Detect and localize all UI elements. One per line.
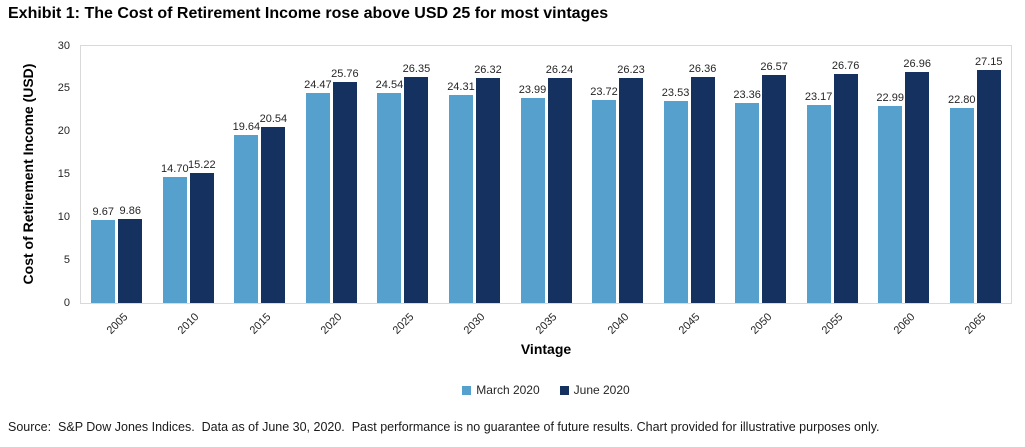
bar-june-2020-2065 — [976, 70, 1001, 303]
bar-march-2020-2055 — [806, 104, 831, 303]
y-tick-label: 15 — [57, 168, 70, 180]
x-tick-label: 2035 — [533, 311, 560, 337]
y-tick-label: 5 — [63, 253, 70, 266]
bar-june-2020-2020 — [332, 82, 357, 303]
bar-value-label: 26.24 — [545, 64, 574, 77]
bar-value-label: 24.47 — [304, 79, 332, 92]
bar-march-2020-2035 — [520, 97, 545, 303]
bar-march-2020-2030 — [448, 94, 473, 303]
x-tick-label: 2015 — [247, 311, 274, 337]
bar-value-label: 14.70 — [161, 163, 189, 176]
x-tick-label: 2005 — [104, 311, 131, 337]
x-tick-label: 2010 — [175, 311, 202, 337]
bar-march-2020-2010 — [162, 177, 187, 303]
bar-june-2020-2030 — [475, 77, 500, 303]
bar-value-label: 9.86 — [119, 204, 141, 217]
legend-label: March 2020 — [476, 383, 540, 397]
bar-value-label: 22.80 — [947, 93, 976, 106]
bar-june-2020-2060 — [905, 72, 930, 303]
x-tick-label: 2025 — [390, 311, 417, 337]
bar-value-label: 23.99 — [518, 83, 547, 96]
plot-area: 9.67 9.86 14.70 15.22 19.64 20.54 24.47 25.76 24… — [80, 45, 1012, 304]
bar-value-label: 19.64 — [232, 120, 261, 133]
bar-value-label: 26.23 — [617, 64, 645, 77]
y-axis-title: Cost of Retirement Income (USD) — [20, 63, 36, 285]
x-tick-label: 2030 — [462, 311, 488, 337]
bar-march-2020-2025 — [377, 92, 402, 303]
bar-value-label: 26.57 — [760, 61, 788, 74]
bar-june-2020-2005 — [118, 218, 143, 303]
x-tick-label: 2055 — [819, 311, 846, 337]
x-tick-label: 2040 — [605, 311, 632, 337]
x-tick-label: 2045 — [676, 311, 703, 337]
x-tick-label: 2060 — [891, 311, 918, 337]
y-tick-label: 30 — [57, 39, 70, 52]
bar-value-label: 23.36 — [733, 88, 761, 101]
y-tick-label: 0 — [63, 296, 70, 309]
bar-value-label: 26.35 — [402, 63, 431, 76]
legend-swatch-icon — [462, 385, 472, 395]
bar-march-2020-2060 — [878, 106, 903, 303]
bar-value-label: 26.76 — [831, 59, 860, 72]
bar-march-2020-2065 — [949, 107, 974, 303]
x-tick-label: 2050 — [748, 311, 775, 337]
bar-value-label: 24.31 — [447, 80, 475, 93]
bar-march-2020-2045 — [663, 101, 688, 303]
bar-june-2020-2050 — [762, 75, 787, 303]
y-tick-label: 20 — [57, 125, 70, 138]
bar-june-2020-2010 — [189, 172, 214, 303]
bar-june-2020-2055 — [833, 73, 858, 303]
bar-june-2020-2025 — [404, 77, 429, 303]
bar-value-label: 26.96 — [903, 58, 931, 71]
bar-value-label: 23.17 — [804, 90, 833, 103]
bar-value-label: 27.15 — [974, 56, 1003, 69]
y-tick-label: 10 — [57, 210, 70, 223]
bar-march-2020-2040 — [592, 99, 617, 303]
x-tick-label: 2065 — [962, 311, 989, 337]
x-axis-title: Vintage — [520, 341, 572, 357]
exhibit-title: Exhibit 1: The Cost of Retirement Income… — [8, 5, 609, 22]
bar-june-2020-2015 — [261, 127, 286, 303]
legend-item-june-2020: June 2020 — [559, 383, 630, 397]
source-note: Source: S&P Dow Jones Indices. Data as o… — [8, 420, 880, 434]
bar-value-label: 20.54 — [259, 113, 288, 126]
legend: March 2020 June 2020 — [80, 383, 1012, 397]
bar-value-label: 23.72 — [590, 85, 618, 98]
bar-value-label: 22.99 — [876, 92, 904, 105]
bar-value-label: 9.67 — [92, 206, 114, 219]
bar-value-label: 26.36 — [688, 63, 717, 76]
bar-june-2020-2045 — [690, 77, 715, 303]
bar-march-2020-2005 — [91, 220, 116, 303]
bar-value-label: 23.53 — [661, 87, 690, 100]
bar-value-label: 15.22 — [188, 158, 216, 171]
bar-march-2020-2050 — [735, 102, 760, 303]
legend-swatch-icon — [559, 385, 569, 395]
x-tick-label: 2020 — [319, 311, 345, 337]
legend-label: June 2020 — [573, 383, 630, 397]
legend-item-march-2020: March 2020 — [462, 383, 540, 397]
bar-value-label: 25.76 — [331, 68, 359, 81]
bar-march-2020-2015 — [234, 134, 259, 303]
bar-value-label: 24.54 — [375, 78, 404, 91]
bar-june-2020-2040 — [619, 78, 644, 303]
bar-value-label: 26.32 — [474, 63, 502, 76]
bar-june-2020-2035 — [547, 78, 572, 303]
y-tick-label: 25 — [57, 82, 70, 95]
bar-march-2020-2020 — [305, 93, 330, 303]
